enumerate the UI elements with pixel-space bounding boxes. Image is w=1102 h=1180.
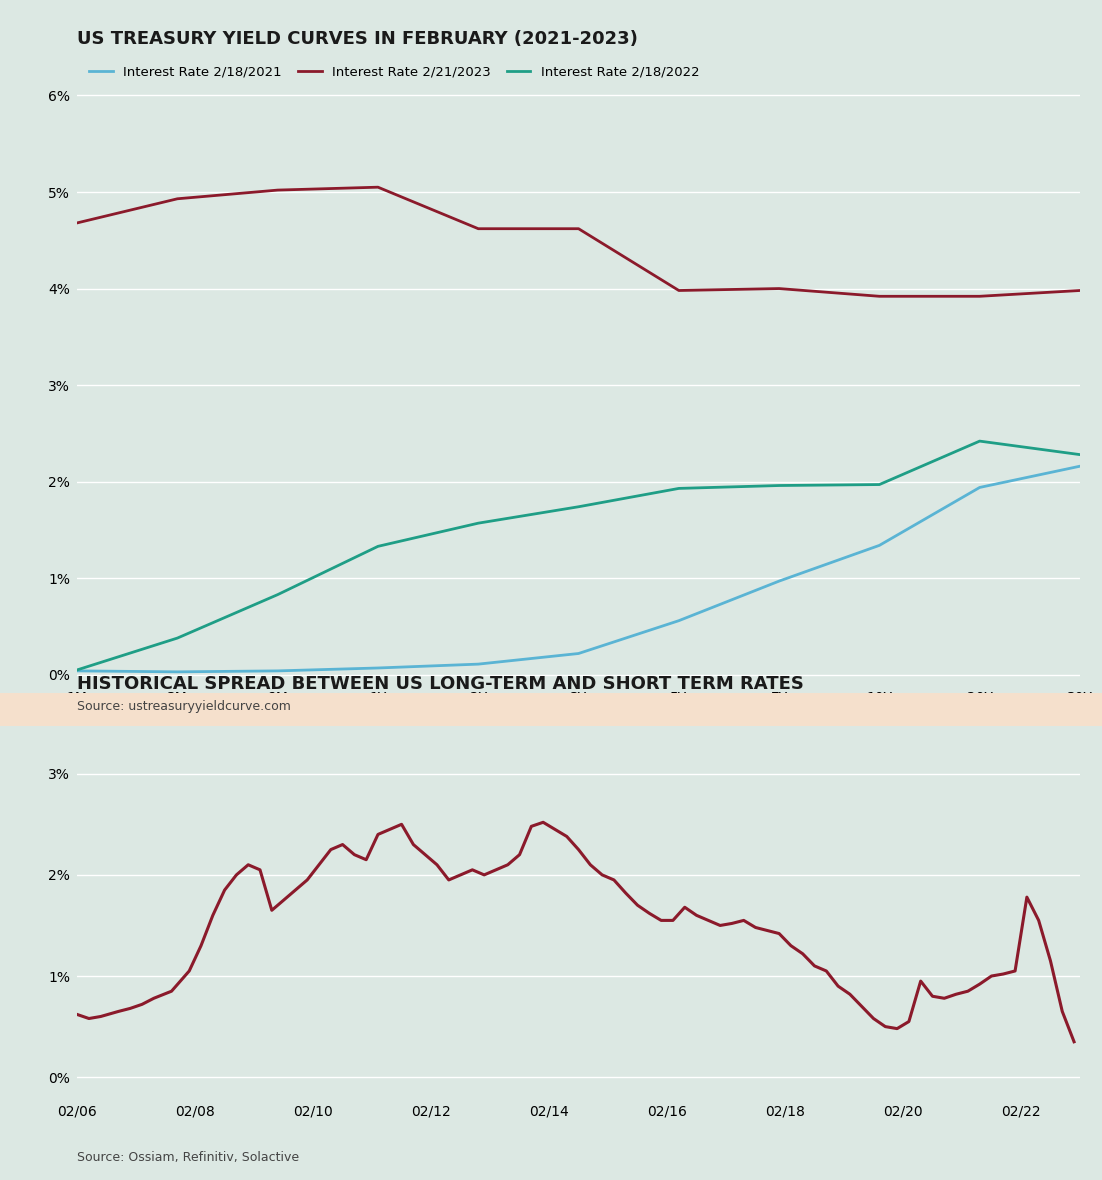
Text: HISTORICAL SPREAD BETWEEN US LONG-TERM AND SHORT TERM RATES: HISTORICAL SPREAD BETWEEN US LONG-TERM A…	[77, 675, 804, 693]
Interest Rate 2/18/2021	[71, 664, 84, 678]
Interest Rate 2/18/2021	[171, 664, 184, 678]
Interest Rate 2/18/2022	[371, 539, 385, 553]
Interest Rate 2/18/2022	[572, 499, 585, 513]
Interest Rate 2/21/2023	[171, 191, 184, 205]
Interest Rate 2/21/2023	[1073, 283, 1087, 297]
Interest Rate 2/21/2023	[271, 183, 284, 197]
Interest Rate 2/21/2023	[672, 283, 685, 297]
Interest Rate 2/18/2021	[873, 538, 886, 552]
Legend: Interest Rate 2/18/2021, Interest Rate 2/21/2023, Interest Rate 2/18/2022: Interest Rate 2/18/2021, Interest Rate 2…	[84, 60, 705, 84]
Interest Rate 2/18/2022	[472, 516, 485, 530]
Interest Rate 2/18/2021	[973, 480, 986, 494]
Interest Rate 2/18/2021	[271, 664, 284, 678]
Interest Rate 2/18/2022	[873, 478, 886, 492]
Interest Rate 2/18/2022	[672, 481, 685, 496]
Interest Rate 2/21/2023	[572, 222, 585, 236]
Interest Rate 2/18/2021	[1073, 459, 1087, 473]
Interest Rate 2/18/2021	[672, 614, 685, 628]
Text: US TREASURY YIELD CURVES IN FEBRUARY (2021-2023): US TREASURY YIELD CURVES IN FEBRUARY (20…	[77, 30, 638, 47]
Interest Rate 2/18/2022	[271, 588, 284, 602]
Interest Rate 2/21/2023	[71, 216, 84, 230]
Line: Interest Rate 2/18/2021: Interest Rate 2/18/2021	[77, 466, 1080, 671]
Interest Rate 2/18/2022	[973, 434, 986, 448]
Text: Source: ustreasuryyieldcurve.com: Source: ustreasuryyieldcurve.com	[77, 700, 291, 713]
Interest Rate 2/21/2023	[873, 289, 886, 303]
Interest Rate 2/18/2021	[371, 661, 385, 675]
Interest Rate 2/21/2023	[773, 282, 786, 296]
Line: Interest Rate 2/21/2023: Interest Rate 2/21/2023	[77, 188, 1080, 296]
Interest Rate 2/18/2021	[472, 657, 485, 671]
Interest Rate 2/21/2023	[472, 222, 485, 236]
Interest Rate 2/21/2023	[371, 181, 385, 195]
Interest Rate 2/18/2022	[171, 631, 184, 645]
Interest Rate 2/18/2022	[71, 663, 84, 677]
Interest Rate 2/21/2023	[973, 289, 986, 303]
Text: Source: Ossiam, Refinitiv, Solactive: Source: Ossiam, Refinitiv, Solactive	[77, 1150, 300, 1163]
Interest Rate 2/18/2022	[1073, 447, 1087, 461]
Interest Rate 2/18/2022	[773, 478, 786, 492]
Interest Rate 2/18/2021	[572, 647, 585, 661]
Interest Rate 2/18/2021	[773, 573, 786, 588]
Line: Interest Rate 2/18/2022: Interest Rate 2/18/2022	[77, 441, 1080, 670]
